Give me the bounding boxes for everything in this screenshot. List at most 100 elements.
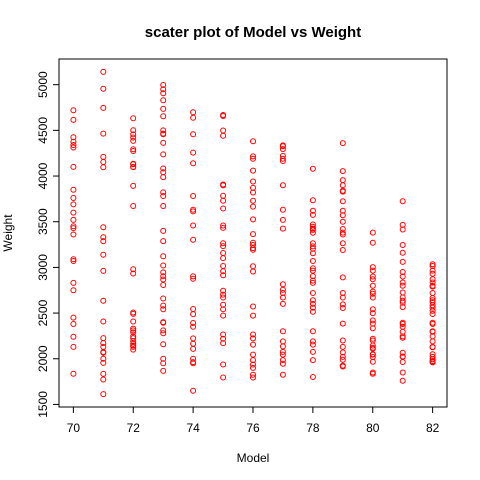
y-tick-label: 3000	[36, 254, 50, 281]
data-point	[310, 166, 315, 171]
data-point	[221, 206, 226, 211]
data-point	[161, 296, 166, 301]
data-point	[370, 240, 375, 245]
data-point	[161, 368, 166, 373]
data-point	[71, 187, 76, 192]
data-point	[340, 241, 345, 246]
data-point	[71, 196, 76, 201]
data-point	[221, 251, 226, 256]
data-point	[71, 202, 76, 207]
data-point	[340, 338, 345, 343]
data-point	[71, 164, 76, 169]
y-tick-label: 4500	[36, 117, 50, 144]
data-point	[400, 199, 405, 204]
data-point	[280, 301, 285, 306]
y-tick-label: 5000	[36, 71, 50, 98]
data-point	[101, 392, 106, 397]
data-point	[101, 86, 106, 91]
data-point	[131, 319, 136, 324]
data-point	[191, 110, 196, 115]
data-point	[101, 154, 106, 159]
data-point	[101, 371, 106, 376]
y-tick-label: 4000	[36, 162, 50, 189]
x-tick-label: 78	[306, 421, 320, 435]
data-point	[191, 237, 196, 242]
data-point	[161, 114, 166, 119]
data-point	[221, 128, 226, 133]
data-point	[161, 239, 166, 244]
data-point	[280, 329, 285, 334]
data-point	[191, 312, 196, 317]
data-point	[101, 225, 106, 230]
data-point	[101, 319, 106, 324]
data-point	[370, 230, 375, 235]
data-point	[191, 223, 196, 228]
data-point	[280, 344, 285, 349]
data-point	[161, 342, 166, 347]
data-point	[280, 207, 285, 212]
data-point	[191, 388, 196, 393]
data-point	[71, 280, 76, 285]
data-point	[280, 226, 285, 231]
data-point	[71, 322, 76, 327]
data-point	[251, 179, 256, 184]
data-point	[280, 282, 285, 287]
data-point	[71, 217, 76, 222]
data-point	[340, 141, 345, 146]
data-point	[400, 283, 405, 288]
data-point	[251, 313, 256, 318]
data-point	[340, 321, 345, 326]
data-point	[251, 365, 256, 370]
data-point	[71, 344, 76, 349]
x-axis-label: Model	[237, 451, 270, 465]
data-point	[400, 290, 405, 295]
x-tick-label: 80	[366, 421, 380, 435]
data-point	[191, 132, 196, 137]
data-point	[161, 194, 166, 199]
y-axis-label: Weight	[1, 214, 15, 252]
data-point	[221, 313, 226, 318]
chart-title: scater plot of Model vs Weight	[145, 24, 361, 41]
data-point	[400, 250, 405, 255]
data-point	[221, 133, 226, 138]
y-tick-label: 2000	[36, 345, 50, 372]
data-point	[161, 228, 166, 233]
y-tick-label: 3500	[36, 208, 50, 235]
data-point	[310, 342, 315, 347]
data-point	[310, 329, 315, 334]
x-tick-label: 70	[67, 421, 81, 435]
data-point	[310, 358, 315, 363]
x-tick-label: 76	[246, 421, 260, 435]
data-point	[161, 283, 166, 288]
data-point	[101, 298, 106, 303]
y-tick-label: 2500	[36, 299, 50, 326]
y-tick-label: 1500	[36, 391, 50, 418]
data-point	[101, 377, 106, 382]
data-point	[251, 139, 256, 144]
data-point	[400, 378, 405, 383]
data-point	[161, 175, 166, 180]
data-point	[191, 324, 196, 329]
data-point	[71, 334, 76, 339]
data-point	[340, 219, 345, 224]
data-point	[71, 315, 76, 320]
data-point	[161, 140, 166, 145]
data-point	[191, 150, 196, 155]
data-point	[370, 283, 375, 288]
data-point	[161, 152, 166, 157]
data-point	[161, 254, 166, 259]
data-point	[310, 198, 315, 203]
data-point	[161, 307, 166, 312]
data-point	[340, 248, 345, 253]
data-point	[101, 105, 106, 110]
data-point	[251, 352, 256, 357]
data-point	[400, 243, 405, 248]
data-point	[251, 304, 256, 309]
data-point	[71, 288, 76, 293]
data-point	[101, 336, 106, 341]
data-point	[101, 165, 106, 170]
data-point	[251, 342, 256, 347]
data-points	[71, 69, 435, 396]
data-point	[280, 339, 285, 344]
data-point	[280, 183, 285, 188]
